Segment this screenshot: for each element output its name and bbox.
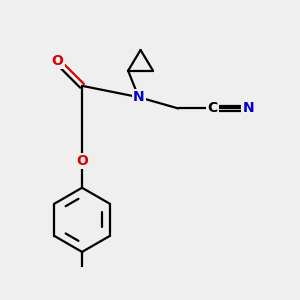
Text: O: O — [76, 154, 88, 168]
Text: N: N — [133, 90, 145, 104]
Text: O: O — [52, 54, 64, 68]
Text: N: N — [242, 101, 254, 116]
Text: C: C — [207, 101, 218, 116]
